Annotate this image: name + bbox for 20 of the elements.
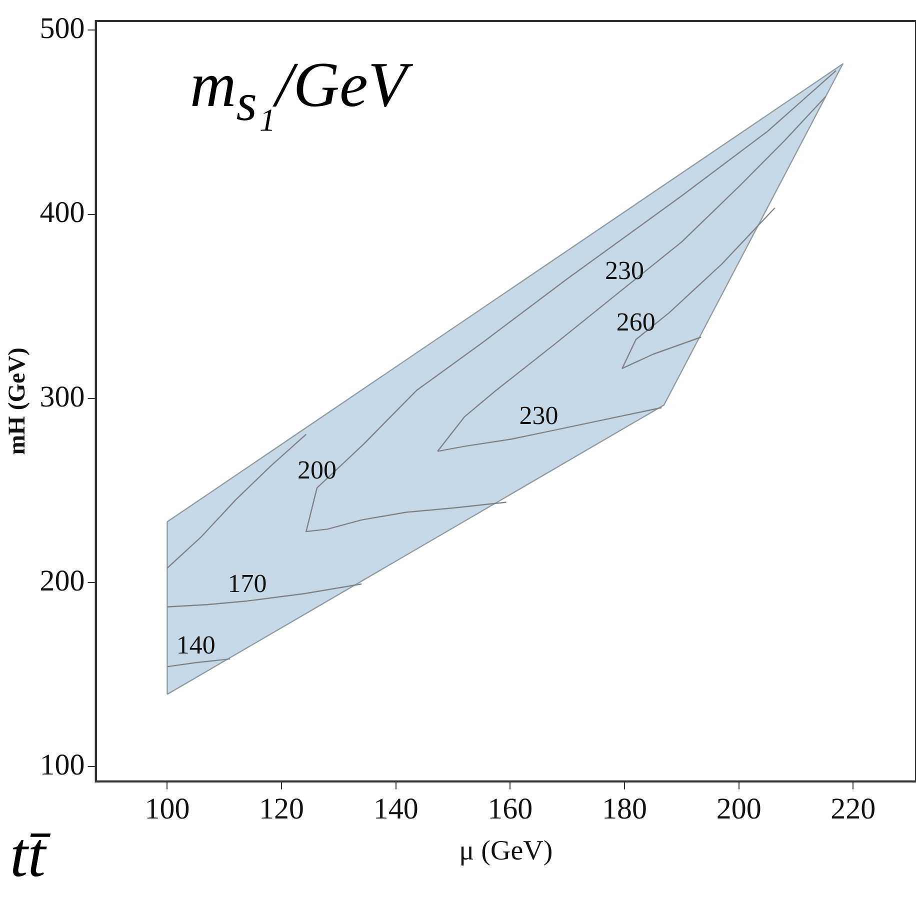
x-tick-label: 140: [373, 792, 418, 826]
x-tick-label: 220: [830, 792, 876, 826]
x-tick-label: 200: [716, 792, 762, 826]
y-tick-label: 300: [40, 380, 85, 414]
x-tick-label: 180: [602, 792, 647, 826]
series-label: 200: [297, 456, 336, 485]
x-tick-label: 120: [259, 792, 304, 826]
y-tick-label: 100: [40, 748, 85, 782]
x-tick-label: 100: [144, 792, 190, 826]
x-tick-label: 160: [488, 792, 533, 826]
series-label: 230: [605, 256, 644, 285]
y-axis-title: mH (GeV): [4, 348, 31, 455]
series-label: 260: [616, 307, 656, 336]
series-label: 140: [176, 630, 216, 660]
y-tick-label: 200: [40, 564, 85, 598]
series-label: 230: [519, 401, 558, 430]
series-label: 170: [228, 568, 267, 598]
x-axis-title: μ (GeV): [459, 836, 553, 867]
y-tick-label: 400: [40, 196, 85, 230]
y-tick-label: 500: [40, 12, 85, 46]
